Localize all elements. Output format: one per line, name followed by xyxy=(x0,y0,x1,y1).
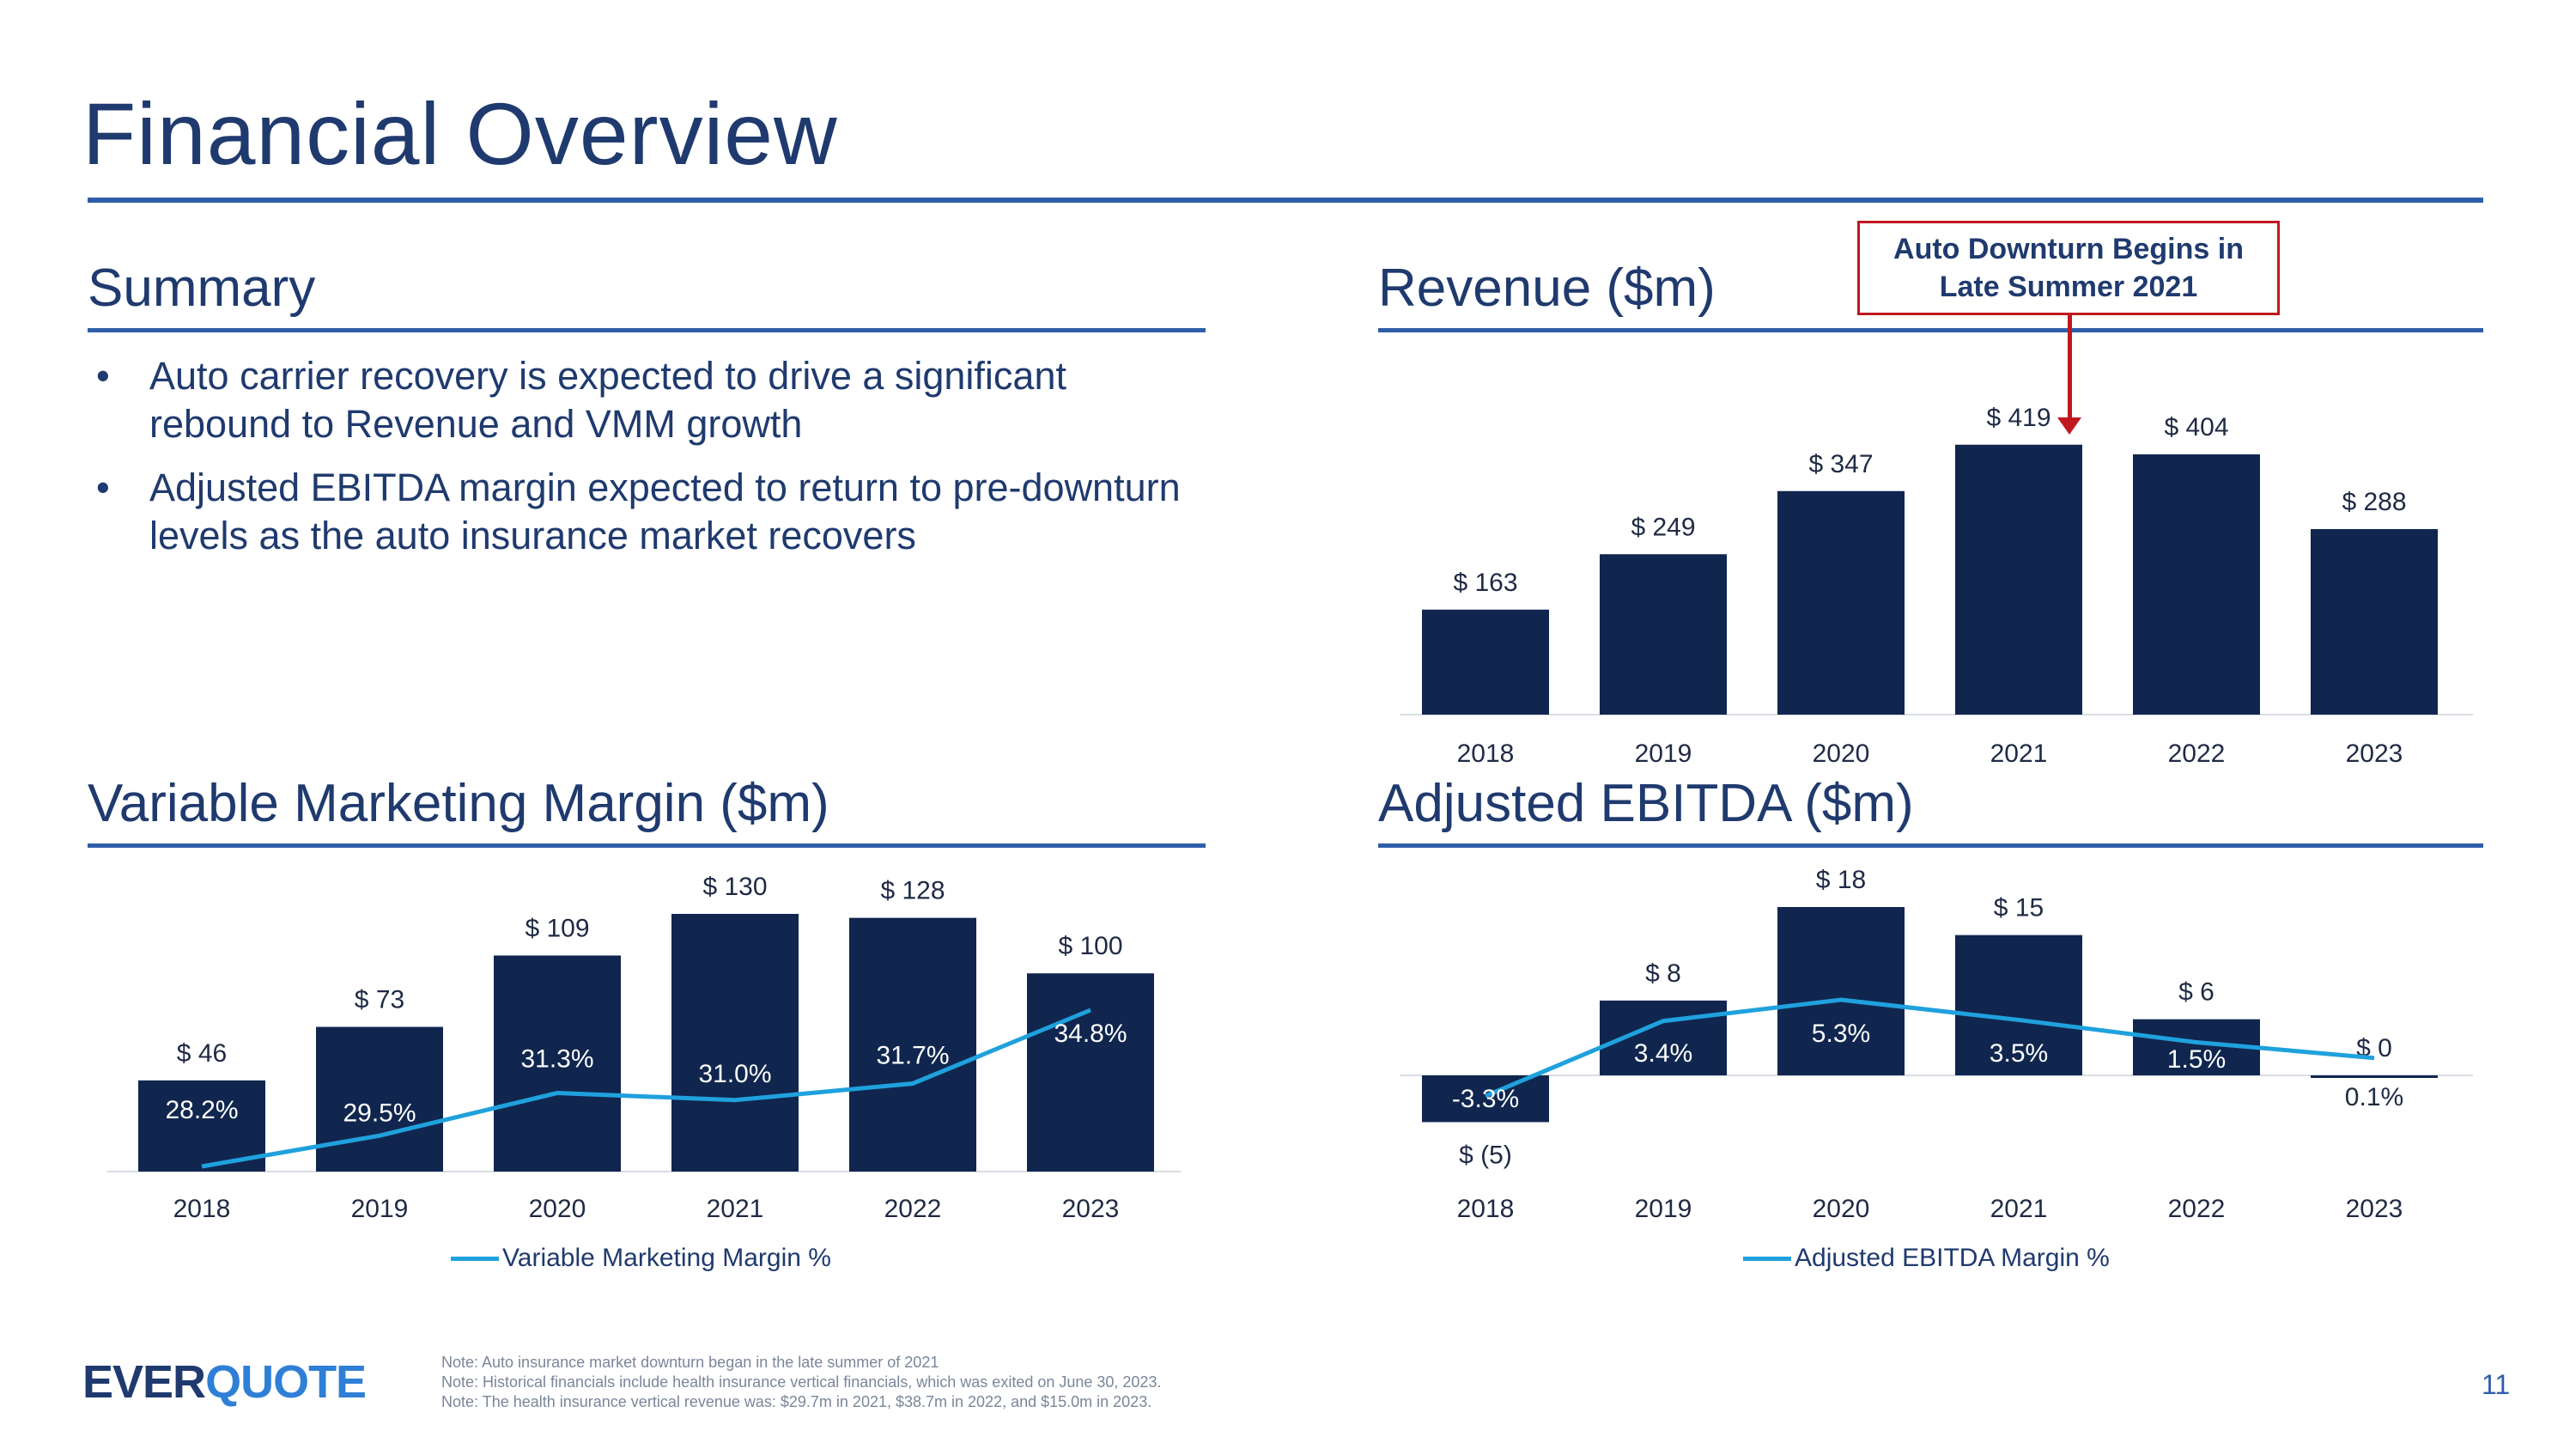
ebitda-margin-label: 3.5% xyxy=(1990,1039,2048,1068)
revenue-tick-label: 2020 xyxy=(1813,740,1870,768)
ebitda-value-label: $ 6 xyxy=(2178,978,2215,1007)
revenue-tick-label: 2019 xyxy=(1635,740,1692,768)
revenue-value-label: $ 288 xyxy=(2342,488,2406,516)
ebitda-margin-label: 1.5% xyxy=(2167,1045,2226,1074)
title-divider xyxy=(88,198,2483,203)
vmm-margin-label: 31.0% xyxy=(698,1060,771,1088)
ebitda-value-label: $ 18 xyxy=(1816,866,1866,894)
ebitda-bar xyxy=(1777,907,1905,1075)
revenue-bar xyxy=(1955,444,2082,715)
revenue-tick-label: 2018 xyxy=(1457,740,1515,768)
vmm-value-label: $ 73 xyxy=(355,986,404,1014)
ebitda-margin-label: 3.4% xyxy=(1634,1039,1692,1068)
vmm-heading: Variable Marketing Margin ($m) xyxy=(88,774,829,833)
ebitda-value-label: $ (5) xyxy=(1459,1141,1512,1169)
vmm-bar xyxy=(849,917,976,1172)
revenue-heading: Revenue ($m) xyxy=(1378,259,1716,318)
vmm-tick-label: 2021 xyxy=(707,1195,764,1223)
vmm-margin-line xyxy=(201,1008,1091,1169)
ebitda-divider xyxy=(1378,843,2483,848)
footnote: Note: Historical financials include heal… xyxy=(441,1373,1162,1391)
ebitda-tick-label: 2020 xyxy=(1813,1195,1870,1223)
ebitda-value-label: $ 15 xyxy=(1994,894,2044,922)
summary-bullet: Auto carrier recovery is expected to dri… xyxy=(93,352,1209,448)
vmm-divider xyxy=(88,843,1206,848)
ebitda-legend: Adjusted EBITDA Margin % xyxy=(1743,1244,2110,1273)
revenue-tick-label: 2021 xyxy=(1990,740,2048,768)
vmm-tick-label: 2019 xyxy=(351,1195,409,1223)
revenue-value-label: $ 419 xyxy=(1986,404,2050,432)
vmm-margin-label: 31.3% xyxy=(520,1044,593,1073)
revenue-bar xyxy=(2133,454,2260,715)
footnotes: Note: Auto insurance market downturn beg… xyxy=(441,1353,1161,1412)
ebitda-margin-line xyxy=(1485,997,2375,1099)
ebitda-tick-label: 2018 xyxy=(1457,1195,1515,1223)
ebitda-tick-label: 2021 xyxy=(1990,1195,2048,1223)
summary-divider xyxy=(88,328,1206,332)
vmm-margin-label: 29.5% xyxy=(343,1099,416,1128)
ebitda-bar xyxy=(2311,1075,2438,1078)
ebitda-bar xyxy=(1422,1075,1549,1123)
vmm-tick-label: 2022 xyxy=(884,1195,942,1223)
ebitda-margin-label: 0.1% xyxy=(2345,1083,2403,1111)
vmm-value-label: $ 109 xyxy=(525,914,589,942)
revenue-value-label: $ 249 xyxy=(1631,513,1695,541)
vmm-bar xyxy=(671,914,799,1172)
logo-part-ever: EVER xyxy=(82,1356,206,1408)
summary-bullet: Adjusted EBITDA margin expected to retur… xyxy=(93,464,1209,560)
vmm-legend-label: Variable Marketing Margin % xyxy=(502,1244,831,1272)
revenue-bar xyxy=(1600,554,1727,715)
revenue-divider xyxy=(1378,328,2483,332)
page-number: 11 xyxy=(2482,1369,2511,1400)
vmm-bar xyxy=(1027,973,1154,1172)
revenue-bar xyxy=(1777,490,1905,715)
revenue-tick-label: 2023 xyxy=(2346,740,2403,768)
downturn-callout: Auto Downturn Begins in Late Summer 2021 xyxy=(1857,221,2280,315)
callout-arrow-head xyxy=(2057,417,2081,435)
callout-arrow-line xyxy=(2068,315,2072,423)
legend-line-swatch xyxy=(451,1256,499,1261)
ebitda-tick-label: 2019 xyxy=(1635,1195,1692,1223)
vmm-value-label: $ 46 xyxy=(177,1039,227,1068)
vmm-chart: $ 46 2018 $ 73 2019 $ 109 2020 $ 130 2021 $ 128 2… xyxy=(107,873,1181,1223)
ebitda-tick-label: 2022 xyxy=(2168,1195,2226,1223)
vmm-value-label: $ 100 xyxy=(1058,932,1122,960)
revenue-chart: $ 163 2018 $ 249 2019 $ 347 2020 $ 419 2021 $ 40… xyxy=(1400,404,2473,768)
ebitda-bar xyxy=(1955,935,2082,1075)
vmm-tick-label: 2018 xyxy=(173,1195,231,1223)
ebitda-tick-label: 2023 xyxy=(2346,1195,2403,1223)
vmm-margin-label: 34.8% xyxy=(1054,1020,1127,1048)
vmm-legend: Variable Marketing Margin % xyxy=(451,1244,831,1273)
vmm-tick-label: 2020 xyxy=(529,1195,586,1223)
revenue-bar xyxy=(2311,529,2438,715)
ebitda-margin-label: 5.3% xyxy=(1812,1020,1870,1048)
page-title: Financial Overview xyxy=(82,85,838,183)
vmm-margin-label: 31.7% xyxy=(876,1042,949,1070)
ebitda-legend-label: Adjusted EBITDA Margin % xyxy=(1795,1244,2110,1272)
revenue-tick-label: 2022 xyxy=(2168,740,2226,768)
summary-heading: Summary xyxy=(88,259,316,318)
revenue-value-label: $ 163 xyxy=(1453,569,1517,597)
ebitda-value-label: $ 8 xyxy=(1645,959,1681,988)
legend-line-swatch xyxy=(1743,1256,1791,1261)
vmm-value-label: $ 128 xyxy=(880,877,945,905)
vmm-bar xyxy=(316,1026,443,1172)
summary-bullets: Auto carrier recovery is expected to dri… xyxy=(93,352,1209,575)
revenue-bar xyxy=(1422,609,1549,715)
footnote: Note: Auto insurance market downturn beg… xyxy=(441,1354,939,1371)
vmm-tick-label: 2023 xyxy=(1062,1195,1120,1223)
vmm-bar xyxy=(138,1080,265,1172)
revenue-value-label: $ 404 xyxy=(2164,413,2228,441)
logo-part-quote: QUOTE xyxy=(205,1356,367,1408)
vmm-value-label: $ 130 xyxy=(702,873,767,901)
vmm-margin-label: 28.2% xyxy=(165,1096,238,1124)
everquote-logo: EVERQUOTE xyxy=(82,1355,367,1409)
footnote: Note: The health insurance vertical reve… xyxy=(441,1393,1152,1410)
ebitda-margin-label: -3.3% xyxy=(1452,1085,1519,1113)
ebitda-heading: Adjusted EBITDA ($m) xyxy=(1378,774,1914,833)
vmm-bar xyxy=(494,955,621,1172)
revenue-value-label: $ 347 xyxy=(1808,450,1873,478)
